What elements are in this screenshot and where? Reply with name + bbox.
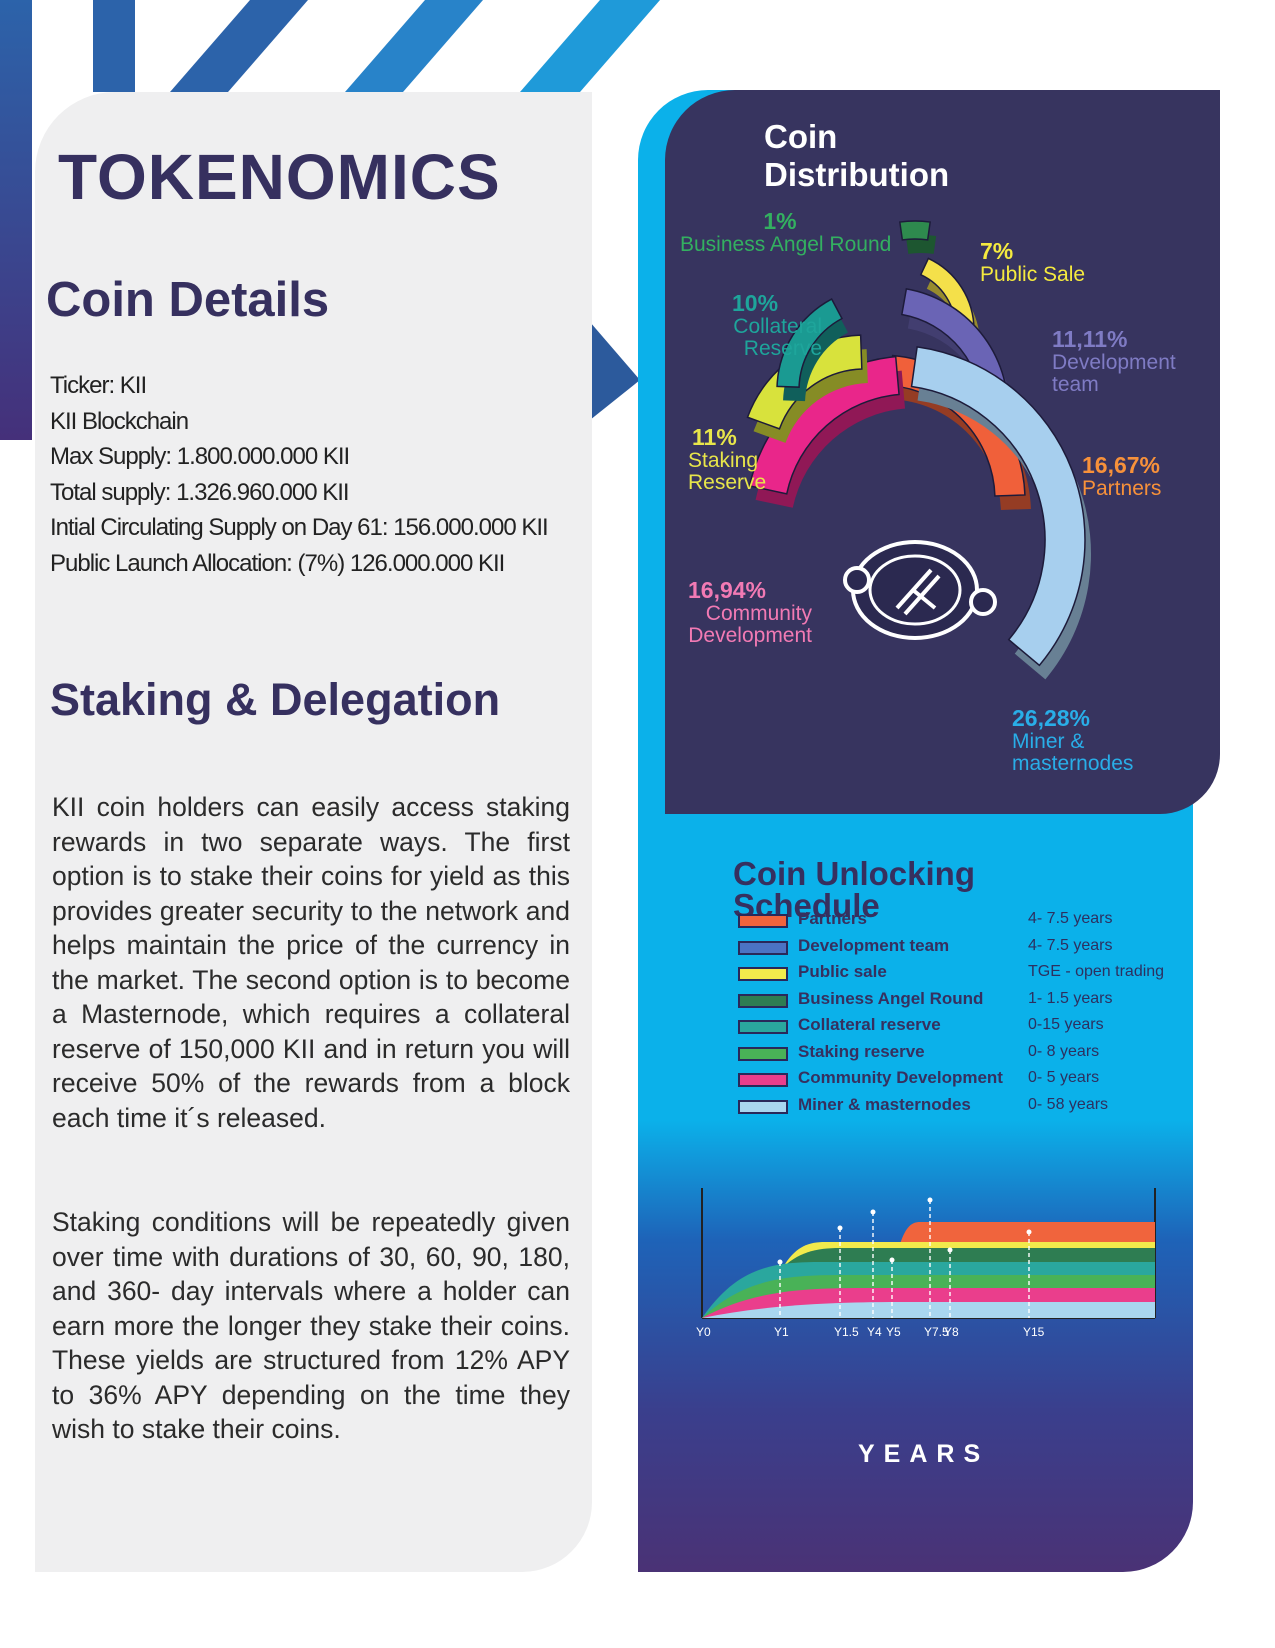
tick-marker-dot	[837, 1225, 843, 1231]
name-miner-masternodes: Miner & masternodes	[1012, 730, 1134, 775]
detail-public-launch: Public Launch Allocation: (7%) 126.000.0…	[50, 549, 505, 577]
legend-row: Public sale TGE - open trading	[738, 962, 1178, 985]
legend-duration: 0- 58 years	[1028, 1095, 1109, 1113]
pct-development-team: 11,11%	[1052, 326, 1128, 352]
distribution-panel	[665, 90, 1220, 814]
legend-swatch	[738, 1046, 788, 1061]
legend-row: Collateral reserve 0-15 years	[738, 1015, 1178, 1038]
coin-details-list: Ticker: KII KII Blockchain Max Supply: 1…	[50, 368, 549, 581]
x-tick-label: Y4	[867, 1325, 882, 1339]
legend-row: Business Angel Round 1- 1.5 years	[738, 988, 1178, 1012]
page-title: TOKENOMICS	[58, 141, 501, 213]
tick-marker-dot	[870, 1209, 876, 1215]
tick-marker-dot	[889, 1257, 895, 1263]
staking-paragraph-1: KII coin holders can easily access staki…	[52, 792, 570, 1133]
distribution-title: Coin Distribution	[764, 118, 950, 193]
legend-row: Staking reserve 0- 8 years	[738, 1041, 1178, 1065]
legend-duration: 0- 8 years	[1028, 1042, 1100, 1060]
tick-marker-dot	[947, 1247, 953, 1253]
ring-segment	[776, 298, 843, 388]
kii-logo-icon	[843, 540, 997, 640]
name-public-sale: Public Sale	[980, 263, 1086, 286]
legend-name: Public sale	[798, 962, 887, 981]
legend-row: Community Development 0- 5 years	[738, 1068, 1178, 1091]
pct-miner-masternodes: 26,28%	[1012, 705, 1091, 731]
pct-public-sale: 7%	[980, 238, 1014, 264]
detail-initial-circulating: Intial Circulating Supply on Day 61: 156…	[50, 514, 549, 541]
legend-duration: 0- 5 years	[1028, 1069, 1100, 1086]
label-partners: 16,67% Partners	[1082, 452, 1161, 500]
x-tick-label: Y0	[696, 1325, 711, 1339]
ring-segment	[910, 346, 1086, 667]
label-business-angel: 1% Business Angel Round	[680, 208, 892, 256]
legend-duration: TGE - open trading	[1028, 963, 1165, 980]
label-development-team: 11,11% Development team	[1052, 326, 1192, 396]
label-staking-reserve: 11% Staking Reserve	[688, 424, 788, 494]
left-card	[35, 92, 592, 1572]
label-miner-masternodes: 26,28% Miner & masternodes	[1012, 705, 1152, 775]
legend-swatch	[738, 1073, 788, 1087]
legend-name: Staking reserve	[798, 1041, 925, 1061]
legend-duration: 4- 7.5 years	[1028, 936, 1113, 954]
ring-segment	[898, 220, 932, 241]
pct-collateral-reserve: 10%	[732, 290, 779, 316]
legend-name: Partners	[798, 909, 867, 928]
label-collateral-reserve: 10% Collateral Reserve	[722, 290, 822, 360]
distribution-chart	[746, 220, 1091, 680]
x-tick-label: Y15	[1023, 1325, 1045, 1339]
tick-marker-dot	[1026, 1229, 1032, 1235]
legend-row: Partners 4- 7.5 years	[738, 909, 1178, 932]
name-community-development: Community Development	[688, 602, 812, 647]
x-tick-label: Y7.5	[924, 1325, 949, 1339]
x-tick-label: Y5	[886, 1325, 901, 1339]
legend-row: Miner & masternodes 0- 58 years	[738, 1094, 1178, 1118]
staking-heading: Staking & Delegation	[50, 674, 501, 725]
name-collateral-reserve: Collateral Reserve	[733, 315, 822, 360]
pct-community-development: 16,94%	[688, 577, 767, 603]
tick-marker-dot	[777, 1259, 783, 1265]
legend-swatch	[738, 1020, 788, 1034]
name-partners: Partners	[1082, 477, 1162, 500]
unlocking-chart: Y0 Y1 Y1.5 Y4 Y5 Y7.5Y8 Y15	[696, 1188, 1156, 1339]
legend-row: Development team 4- 7.5 years	[738, 935, 1178, 959]
area-band	[702, 1302, 1155, 1318]
legend-swatch	[738, 967, 788, 981]
label-public-sale: 7% Public Sale	[980, 238, 1085, 286]
x-tick-label: Y8	[944, 1325, 959, 1339]
legend-name: Development team	[798, 935, 950, 955]
years-axis-label: YEARS	[858, 1440, 990, 1468]
legend-name: Business Angel Round	[798, 988, 984, 1008]
detail-blockchain: KII Blockchain	[50, 407, 189, 435]
legend-swatch	[738, 940, 788, 955]
legend-swatch	[738, 914, 788, 928]
name-business-angel: Business Angel Round	[680, 233, 892, 256]
legend-duration: 4- 7.5 years	[1028, 910, 1113, 927]
coin-details-heading: Coin Details	[46, 273, 330, 327]
pct-partners: 16,67%	[1082, 452, 1161, 478]
detail-total-supply: Total supply: 1.326.960.000 KII	[50, 478, 350, 506]
background-stripes	[0, 0, 660, 440]
staking-paragraph-2: Staking conditions will be repeatedly gi…	[52, 1207, 570, 1444]
name-staking-reserve: Staking Reserve	[688, 449, 767, 494]
x-tick-label: Y1	[774, 1325, 789, 1339]
detail-ticker: Ticker: KII	[50, 372, 147, 399]
legend-name: Collateral reserve	[798, 1015, 941, 1034]
legend-swatch	[738, 1099, 788, 1114]
detail-max-supply: Max Supply: 1.800.000.000 KII	[50, 443, 350, 470]
legend-swatch	[738, 993, 788, 1008]
legend-duration: 0-15 years	[1028, 1016, 1104, 1033]
x-tick-label: Y1.5	[834, 1325, 859, 1339]
label-community-development: 16,94% Community Development	[672, 577, 812, 647]
legend-name: Community Development	[798, 1068, 1003, 1087]
pct-business-angel: 1%	[763, 208, 797, 234]
legend-name: Miner & masternodes	[798, 1094, 971, 1114]
tick-marker-dot	[927, 1197, 933, 1203]
name-development-team: Development team	[1052, 351, 1176, 396]
legend-duration: 1- 1.5 years	[1028, 989, 1113, 1007]
pct-staking-reserve: 11%	[692, 424, 737, 450]
